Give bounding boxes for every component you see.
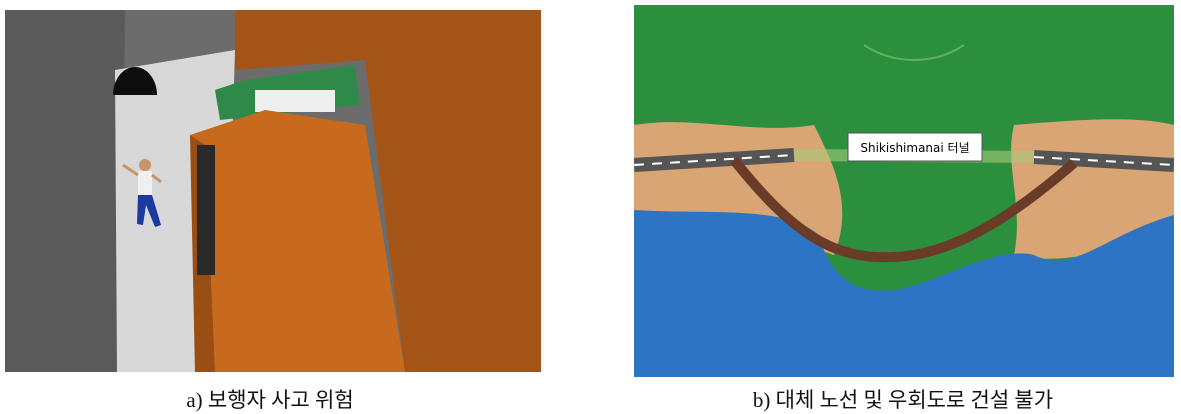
caption: b) 대체 노선 및 우회도로 건설 불가 <box>653 384 1153 414</box>
tunnel-map: Shikishimanai 터널 <box>634 5 1174 377</box>
caption: a) 보행자 사고 위험 <box>70 384 470 414</box>
tunnel-label: Shikishimanai 터널 <box>860 141 969 155</box>
pedestrian-scene <box>5 10 541 372</box>
figure: Shikishimanai 터널 a) 보행자 사고 위험 b) 대체 노선 및… <box>0 0 1181 414</box>
